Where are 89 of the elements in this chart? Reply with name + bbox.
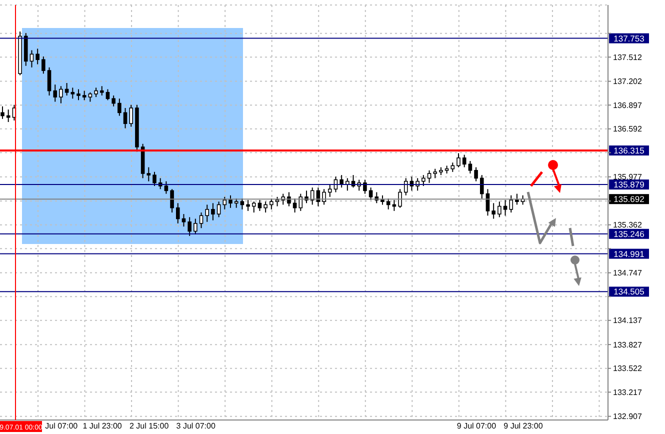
- y-tick-label: 132.907: [613, 412, 642, 422]
- ref-line-label: 134.991: [614, 248, 645, 259]
- candlestick: [480, 174, 484, 199]
- candlestick: [386, 198, 390, 210]
- candlestick: [404, 178, 408, 196]
- candlestick: [287, 192, 291, 207]
- y-tick-label: 137.202: [613, 77, 642, 86]
- candlestick: [42, 56, 46, 74]
- candlestick: [123, 107, 128, 129]
- candlestick: [146, 166, 151, 182]
- x-tick-label: 9 Jul 07:00: [456, 422, 497, 431]
- y-tick-label: 134.747: [613, 268, 642, 278]
- candlestick: [205, 204, 210, 222]
- candlestick: [264, 201, 268, 213]
- candlestick: [30, 50, 34, 68]
- candlestick: [100, 86, 104, 96]
- candlestick: [82, 90, 86, 101]
- y-tick-label: 133.827: [613, 340, 642, 350]
- candlestick: [211, 202, 215, 221]
- candlestick: [199, 212, 204, 229]
- ref-line-label: 135.246: [614, 228, 645, 239]
- candlestick: [112, 94, 116, 107]
- candlestick: [252, 201, 256, 213]
- y-tick-label: 137.512: [613, 52, 642, 62]
- candlestick: [275, 196, 280, 207]
- candlestick: [129, 104, 134, 128]
- candlestick: [433, 168, 438, 179]
- x-tick-label: 1 Jul 23:00: [82, 422, 122, 431]
- candlestick: [498, 201, 502, 218]
- ref-line-label: 134.505: [614, 286, 645, 297]
- candlestick: [47, 66, 52, 96]
- candlestick: [509, 194, 514, 213]
- candlestick: [106, 88, 110, 101]
- y-tick-label: 134.137: [613, 316, 642, 326]
- candlestick: [234, 198, 238, 208]
- candlestick: [468, 160, 472, 174]
- candlestick: [70, 87, 75, 100]
- candlestick: [363, 179, 367, 194]
- candlestick: [176, 202, 180, 224]
- candlestick: [246, 200, 250, 212]
- candlestick: [270, 198, 274, 210]
- candlestick: [0, 106, 4, 120]
- ref-line-label: 137.753: [614, 33, 645, 44]
- x-tick-label: 3 Jul 07:00: [176, 422, 216, 431]
- candlestick: [76, 88, 80, 101]
- candlestick: [328, 184, 332, 198]
- candlestick: [53, 84, 58, 102]
- x-tick-label: 9 Jul 23:00: [504, 422, 544, 431]
- candlestick: [88, 92, 92, 102]
- candlestick: [59, 86, 63, 104]
- y-tick-label: 136.592: [613, 124, 642, 134]
- candlestick: [258, 200, 262, 212]
- ref-line-label: 135.692: [614, 194, 645, 204]
- candlestick: [188, 216, 192, 236]
- candlestick: [492, 202, 496, 220]
- candlestick: [240, 198, 244, 210]
- candlestick: [398, 188, 402, 208]
- candlestick: [222, 196, 227, 210]
- candlestick: [64, 82, 69, 96]
- ref-line-label: 135.879: [614, 179, 645, 190]
- candlestick: [456, 152, 460, 168]
- y-tick-label: 133.217: [613, 388, 642, 397]
- candlestick: [462, 154, 466, 168]
- y-tick-label: 133.522: [613, 364, 642, 374]
- candlestick: [170, 188, 174, 213]
- candlestick: [322, 188, 326, 206]
- candlestick: [36, 48, 40, 65]
- candlestick: [292, 198, 297, 213]
- y-tick-label: 135.977: [613, 172, 642, 182]
- candlestick: [118, 98, 122, 116]
- candlestick: [94, 87, 98, 98]
- candlestick: [427, 170, 432, 184]
- candlestick: [182, 214, 186, 228]
- candlestick: [164, 180, 168, 194]
- candlestick: [515, 193, 519, 206]
- candlestick: [474, 166, 478, 182]
- candlestick: [422, 174, 426, 186]
- candlestick: [194, 218, 198, 235]
- candlestick: [380, 194, 384, 206]
- ref-line-label: 136.315: [614, 145, 645, 156]
- candlestick: [152, 171, 156, 186]
- candlestick: [228, 194, 232, 208]
- x-tick-label: Jul 07:00: [45, 422, 78, 431]
- candlestick: [216, 201, 221, 218]
- x-tick-label: 2 Jul 15:00: [130, 422, 170, 431]
- candlestick: [503, 200, 508, 216]
- y-tick-label: 136.897: [613, 100, 642, 110]
- candlestick: [368, 187, 373, 201]
- y-tick-label: 135.362: [613, 220, 642, 230]
